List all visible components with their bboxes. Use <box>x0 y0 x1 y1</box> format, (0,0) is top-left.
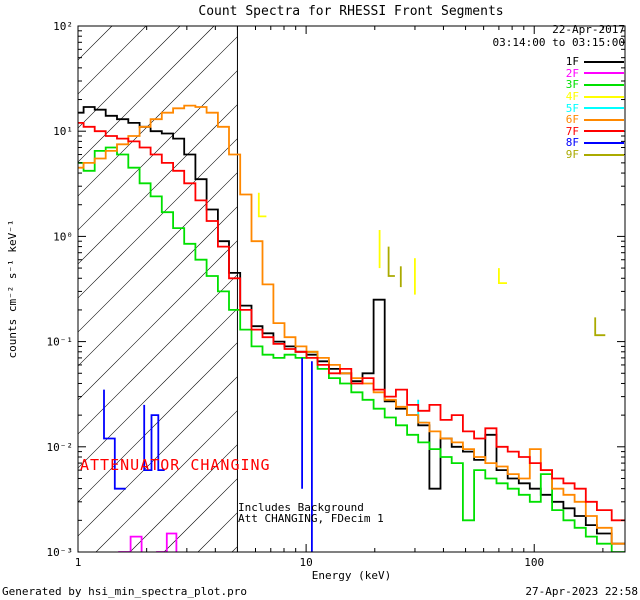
x-tick-label: 10 <box>299 556 312 569</box>
att-changing-fdecim-annotation: Att CHANGING, FDecim 1 <box>238 512 384 525</box>
series-2F <box>118 535 143 552</box>
attenuator-changing-annotation: ATTENUATOR CHANGING <box>80 456 271 474</box>
legend-label: 2F <box>565 66 579 80</box>
legend-item-8F: 8F <box>565 136 624 150</box>
legend-item-1F: 1F <box>565 55 624 69</box>
series-4F <box>498 268 507 284</box>
series-8F <box>103 389 126 490</box>
series-3F <box>78 146 625 552</box>
tick-labels: 1 10 100 10⁻³ 10⁻² 10⁻¹ 10⁰ 10¹ 10² <box>47 20 545 569</box>
observation-time-range: 03:14:00 to 03:15:00 <box>492 36 625 49</box>
legend-item-4F: 4F <box>565 90 624 104</box>
y-tick-label: 10² <box>53 20 73 33</box>
legend-item-7F: 7F <box>565 124 624 138</box>
legend-line-swatch <box>584 130 624 133</box>
legend-line-swatch <box>584 95 624 98</box>
legend-label: 1F <box>565 55 579 69</box>
y-axis-label: counts cm⁻² s⁻¹ keV⁻¹ <box>6 219 19 359</box>
generated-by-text: Generated by hsi_min_spectra_plot.pro <box>2 585 248 598</box>
legend: 1F 2F 3F 4F 5F 6F 7F 8F 9F <box>565 55 624 162</box>
legend-label: 8F <box>565 136 579 150</box>
y-tick-label: 10⁻¹ <box>47 336 74 349</box>
y-tick-label: 10¹ <box>53 125 73 138</box>
series-1F <box>78 106 625 545</box>
y-tick-label: 10⁰ <box>53 230 73 243</box>
includes-background-annotation: Includes Background <box>238 501 364 514</box>
legend-line-swatch <box>584 153 624 156</box>
page-title: Count Spectra for RHESSI Front Segments <box>198 4 504 19</box>
legend-item-3F: 3F <box>565 78 624 92</box>
legend-item-5F: 5F <box>565 101 624 115</box>
series-8F <box>143 404 165 471</box>
legend-label: 3F <box>565 78 579 92</box>
series-7F <box>78 122 625 522</box>
legend-label: 9F <box>565 148 579 162</box>
series-4F <box>257 192 267 218</box>
legend-line-swatch <box>584 118 624 121</box>
series-9F <box>387 246 395 277</box>
legend-label: 4F <box>565 90 579 104</box>
legend-line-swatch <box>584 107 624 110</box>
series-6F <box>78 104 625 545</box>
legend-line-swatch <box>584 72 624 75</box>
series-9F <box>594 317 606 337</box>
legend-line-swatch <box>584 83 624 86</box>
y-tick-label: 10⁻³ <box>47 546 74 559</box>
legend-item-2F: 2F <box>565 66 624 80</box>
x-axis-label: Energy (keV) <box>311 569 392 582</box>
series-group <box>78 104 625 552</box>
legend-item-9F: 9F <box>565 148 624 162</box>
y-tick-label: 10⁻² <box>47 441 74 454</box>
legend-label: 7F <box>565 124 579 138</box>
legend-line-swatch <box>584 141 624 144</box>
legend-label: 5F <box>565 101 579 115</box>
observation-date: 22-Apr-2017 <box>552 23 625 36</box>
legend-label: 6F <box>565 113 579 127</box>
plot-border <box>77 25 626 553</box>
series-2F <box>156 532 178 552</box>
x-tick-label: 1 <box>75 556 82 569</box>
legend-item-6F: 6F <box>565 113 624 127</box>
legend-line-swatch <box>584 60 624 63</box>
x-tick-label: 100 <box>524 556 544 569</box>
render-timestamp: 27-Apr-2023 22:58 <box>525 585 638 598</box>
